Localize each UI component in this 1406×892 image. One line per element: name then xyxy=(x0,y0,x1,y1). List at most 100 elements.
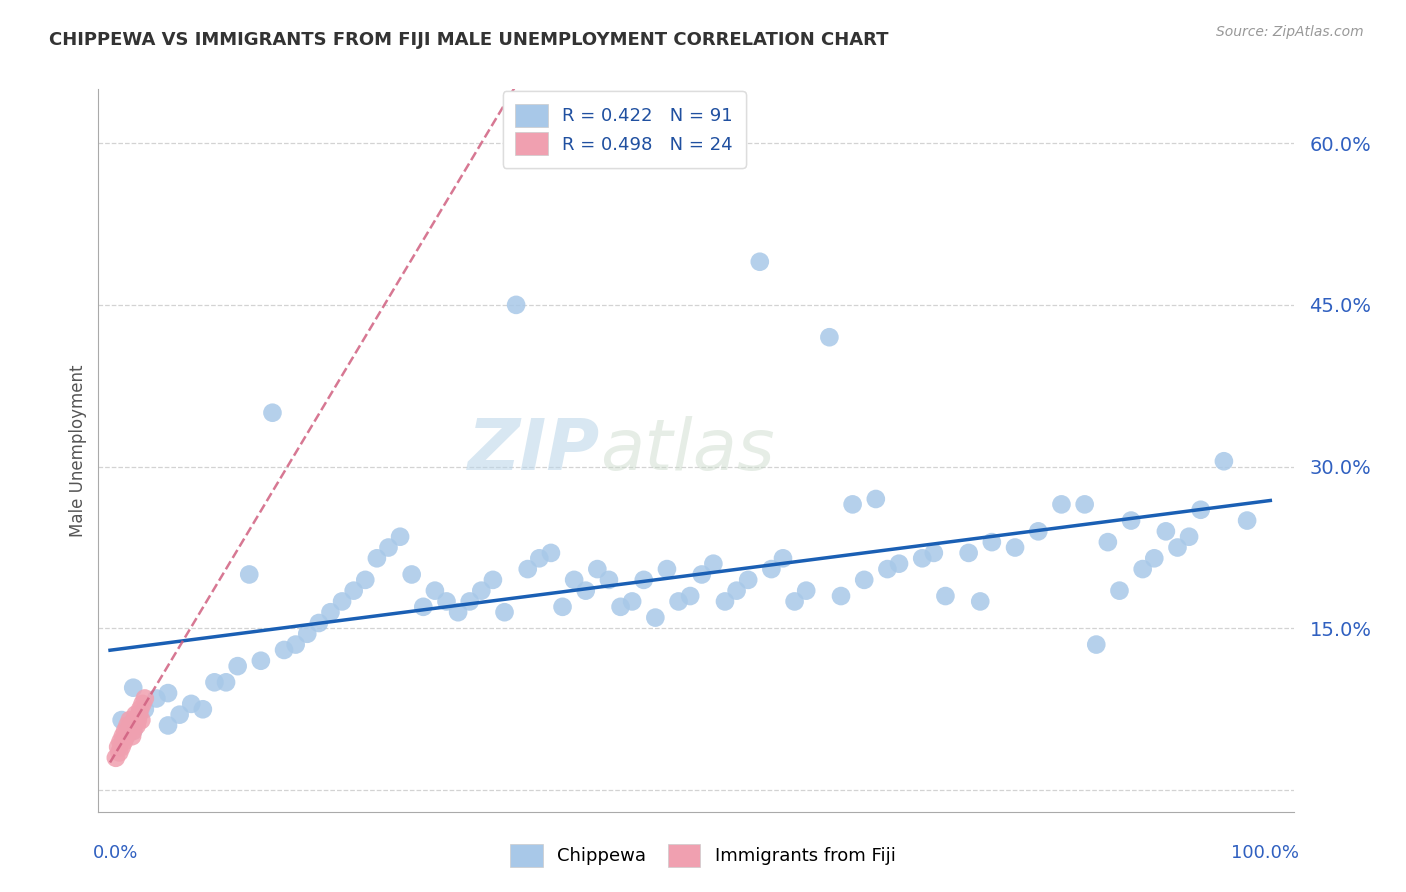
Point xyxy=(783,594,806,608)
Point xyxy=(124,707,146,722)
Point xyxy=(609,599,631,614)
Point xyxy=(853,573,876,587)
Point xyxy=(934,589,956,603)
Point xyxy=(157,718,180,732)
Legend: R = 0.422   N = 91, R = 0.498   N = 24: R = 0.422 N = 91, R = 0.498 N = 24 xyxy=(503,91,745,168)
Point xyxy=(111,729,134,743)
Point xyxy=(911,551,934,566)
Point xyxy=(714,594,737,608)
Point xyxy=(412,599,434,614)
Point xyxy=(1026,524,1049,539)
Point xyxy=(330,594,353,608)
Point xyxy=(215,675,238,690)
Point xyxy=(169,707,191,722)
Point xyxy=(284,638,307,652)
Text: atlas: atlas xyxy=(600,416,775,485)
Point xyxy=(297,627,319,641)
Point xyxy=(1236,514,1258,528)
Point xyxy=(134,691,156,706)
Point xyxy=(129,702,152,716)
Y-axis label: Male Unemployment: Male Unemployment xyxy=(69,364,87,537)
Point xyxy=(725,583,748,598)
Point xyxy=(1178,530,1201,544)
Point xyxy=(969,594,991,608)
Point xyxy=(401,567,423,582)
Point xyxy=(540,546,562,560)
Point xyxy=(818,330,841,344)
Point xyxy=(122,723,145,738)
Text: ZIP: ZIP xyxy=(468,416,600,485)
Point xyxy=(482,573,505,587)
Point xyxy=(117,718,139,732)
Point xyxy=(1050,497,1073,511)
Point xyxy=(127,713,149,727)
Point xyxy=(668,594,690,608)
Point xyxy=(562,573,585,587)
Point xyxy=(830,589,852,603)
Point xyxy=(794,583,817,598)
Point xyxy=(887,557,910,571)
Point xyxy=(494,605,516,619)
Point xyxy=(1097,535,1119,549)
Point xyxy=(772,551,794,566)
Point xyxy=(761,562,783,576)
Point xyxy=(1154,524,1177,539)
Point xyxy=(423,583,446,598)
Point xyxy=(111,713,134,727)
Point xyxy=(238,567,260,582)
Point xyxy=(121,729,143,743)
Point xyxy=(702,557,724,571)
Point xyxy=(308,615,330,630)
Point xyxy=(204,675,226,690)
Point xyxy=(354,573,377,587)
Point xyxy=(104,751,127,765)
Point xyxy=(262,406,284,420)
Point xyxy=(377,541,399,555)
Point xyxy=(117,723,139,738)
Point xyxy=(1085,638,1108,652)
Point xyxy=(343,583,366,598)
Point xyxy=(1108,583,1130,598)
Point xyxy=(319,605,342,619)
Point xyxy=(575,583,598,598)
Point xyxy=(1212,454,1234,468)
Point xyxy=(436,594,458,608)
Point xyxy=(366,551,388,566)
Point xyxy=(110,734,132,748)
Point xyxy=(118,713,141,727)
Point xyxy=(131,713,153,727)
Point xyxy=(250,654,273,668)
Text: CHIPPEWA VS IMMIGRANTS FROM FIJI MALE UNEMPLOYMENT CORRELATION CHART: CHIPPEWA VS IMMIGRANTS FROM FIJI MALE UN… xyxy=(49,31,889,49)
Point xyxy=(679,589,702,603)
Point xyxy=(1166,541,1188,555)
Point xyxy=(226,659,249,673)
Point xyxy=(737,573,759,587)
Point xyxy=(957,546,980,560)
Point xyxy=(108,746,131,760)
Point xyxy=(134,702,156,716)
Point xyxy=(115,729,138,743)
Point xyxy=(598,573,620,587)
Point xyxy=(107,739,129,754)
Point xyxy=(865,491,887,506)
Point xyxy=(690,567,713,582)
Point xyxy=(876,562,898,576)
Point xyxy=(447,605,470,619)
Point xyxy=(120,718,142,732)
Point xyxy=(980,535,1002,549)
Point xyxy=(191,702,214,716)
Point xyxy=(505,298,527,312)
Point xyxy=(157,686,180,700)
Point xyxy=(748,254,770,268)
Point xyxy=(922,546,945,560)
Point xyxy=(470,583,492,598)
Point xyxy=(551,599,574,614)
Text: 0.0%: 0.0% xyxy=(93,844,138,863)
Point xyxy=(516,562,538,576)
Point xyxy=(633,573,655,587)
Point xyxy=(644,610,666,624)
Point xyxy=(111,739,134,754)
Point xyxy=(389,530,412,544)
Point xyxy=(125,718,148,732)
Point xyxy=(124,713,146,727)
